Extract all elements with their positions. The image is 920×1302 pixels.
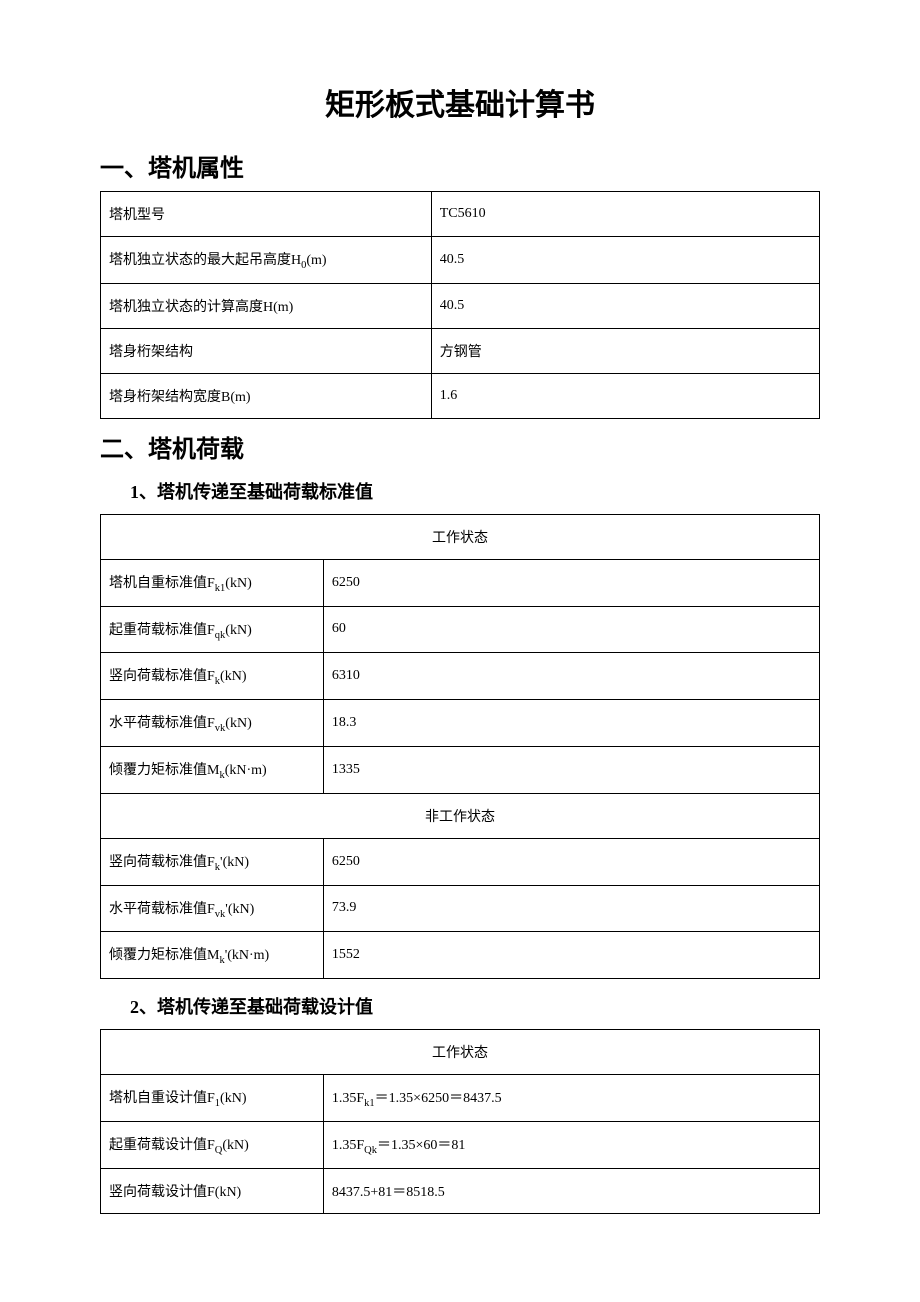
cell-label: 起重荷载标准值Fqk(kN)	[101, 606, 324, 653]
table-header-row: 工作状态	[101, 514, 820, 559]
table-row: 倾覆力矩标准值Mk'(kN·m) 1552	[101, 932, 820, 979]
section2-heading: 二、塔机荷载	[100, 429, 820, 464]
cell-value: 8437.5+81＝8518.5	[323, 1168, 819, 1213]
table-header-row: 非工作状态	[101, 793, 820, 838]
table-row: 倾覆力矩标准值Mk(kN·m) 1335	[101, 746, 820, 793]
table-header-row: 工作状态	[101, 1030, 820, 1075]
cell-value: 18.3	[323, 700, 819, 747]
cell-label: 倾覆力矩标准值Mk(kN·m)	[101, 746, 324, 793]
cell-value: 40.5	[431, 237, 819, 284]
section2-sub2-heading: 2、塔机传递至基础荷载设计值	[130, 993, 820, 1019]
table-row: 塔机自重设计值F1(kN) 1.35Fk1＝1.35×6250＝8437.5	[101, 1075, 820, 1122]
cell-value: 方钢管	[431, 328, 819, 373]
cell-label: 竖向荷载标准值Fk'(kN)	[101, 838, 324, 885]
cell-value: 40.5	[431, 283, 819, 328]
table-row: 竖向荷载设计值F(kN) 8437.5+81＝8518.5	[101, 1168, 820, 1213]
table-row: 塔机自重标准值Fk1(kN) 6250	[101, 559, 820, 606]
working-state-header: 工作状态	[101, 1030, 820, 1075]
table-row: 塔机独立状态的最大起吊高度H0(m) 40.5	[101, 237, 820, 284]
table-row: 起重荷载标准值Fqk(kN) 60	[101, 606, 820, 653]
cell-value: 6310	[323, 653, 819, 700]
working-state-header: 工作状态	[101, 514, 820, 559]
table-row: 竖向荷载标准值Fk(kN) 6310	[101, 653, 820, 700]
cell-label: 倾覆力矩标准值Mk'(kN·m)	[101, 932, 324, 979]
cell-label: 起重荷载设计值FQ(kN)	[101, 1121, 324, 1168]
cell-value: 6250	[323, 559, 819, 606]
cell-label: 塔机自重标准值Fk1(kN)	[101, 559, 324, 606]
cell-label: 竖向荷载标准值Fk(kN)	[101, 653, 324, 700]
section1-heading: 一、塔机属性	[100, 148, 820, 183]
cell-label: 竖向荷载设计值F(kN)	[101, 1168, 324, 1213]
cell-label: 塔身桁架结构宽度B(m)	[101, 373, 432, 418]
cell-label: 水平荷载标准值Fvk(kN)	[101, 700, 324, 747]
cell-value: 1552	[323, 932, 819, 979]
cell-value: 60	[323, 606, 819, 653]
nonworking-state-header: 非工作状态	[101, 793, 820, 838]
table-row: 塔身桁架结构 方钢管	[101, 328, 820, 373]
table-row: 起重荷载设计值FQ(kN) 1.35FQk＝1.35×60＝81	[101, 1121, 820, 1168]
cell-value: 1335	[323, 746, 819, 793]
section1-table: 塔机型号 TC5610 塔机独立状态的最大起吊高度H0(m) 40.5 塔机独立…	[100, 191, 820, 419]
page-title: 矩形板式基础计算书	[100, 80, 820, 124]
cell-label: 塔机独立状态的计算高度H(m)	[101, 283, 432, 328]
cell-value: TC5610	[431, 192, 819, 237]
cell-label: 塔机自重设计值F1(kN)	[101, 1075, 324, 1122]
cell-value: 73.9	[323, 885, 819, 932]
cell-label: 塔身桁架结构	[101, 328, 432, 373]
table-row: 塔机型号 TC5610	[101, 192, 820, 237]
cell-label: 水平荷载标准值Fvk'(kN)	[101, 885, 324, 932]
cell-value: 6250	[323, 838, 819, 885]
table-row: 水平荷载标准值Fvk(kN) 18.3	[101, 700, 820, 747]
table-row: 水平荷载标准值Fvk'(kN) 73.9	[101, 885, 820, 932]
section2-sub1-table: 工作状态 塔机自重标准值Fk1(kN) 6250 起重荷载标准值Fqk(kN) …	[100, 514, 820, 979]
cell-value: 1.35FQk＝1.35×60＝81	[323, 1121, 819, 1168]
table-row: 竖向荷载标准值Fk'(kN) 6250	[101, 838, 820, 885]
cell-label: 塔机型号	[101, 192, 432, 237]
section2-sub1-heading: 1、塔机传递至基础荷载标准值	[130, 478, 820, 504]
cell-value: 1.35Fk1＝1.35×6250＝8437.5	[323, 1075, 819, 1122]
section2-sub2-table: 工作状态 塔机自重设计值F1(kN) 1.35Fk1＝1.35×6250＝843…	[100, 1029, 820, 1214]
table-row: 塔身桁架结构宽度B(m) 1.6	[101, 373, 820, 418]
cell-value: 1.6	[431, 373, 819, 418]
cell-label: 塔机独立状态的最大起吊高度H0(m)	[101, 237, 432, 284]
table-row: 塔机独立状态的计算高度H(m) 40.5	[101, 283, 820, 328]
